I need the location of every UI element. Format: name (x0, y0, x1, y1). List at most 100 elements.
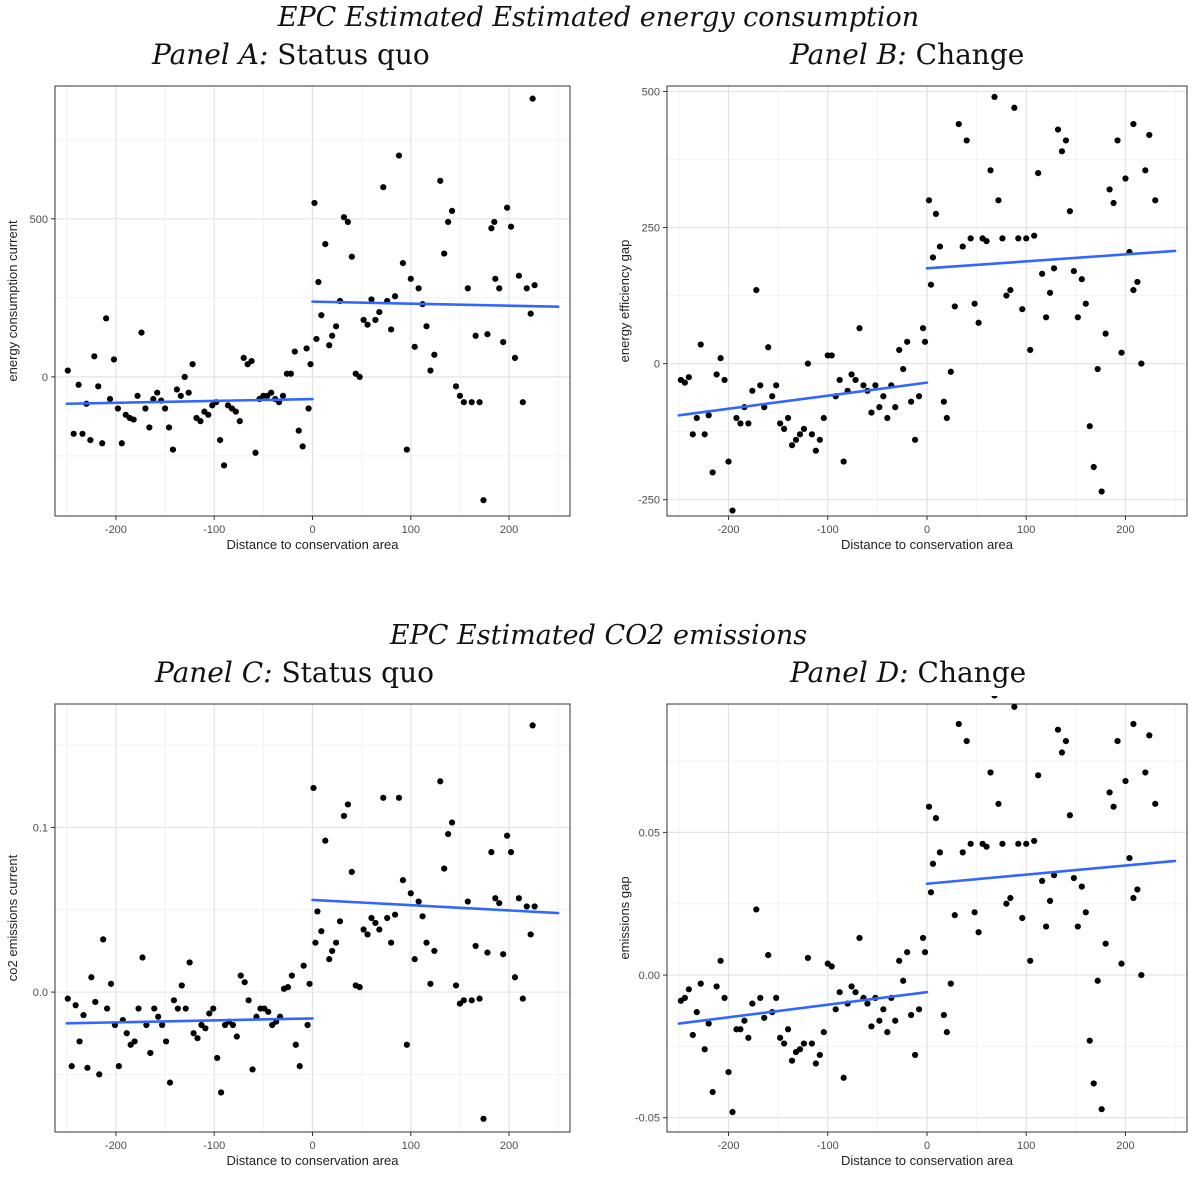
data-point (1102, 330, 1109, 337)
x-tick-label: -200 (105, 524, 127, 536)
data-point (932, 210, 940, 218)
data-point (531, 282, 538, 289)
data-point (915, 393, 923, 400)
data-point (214, 1054, 221, 1062)
data-point (419, 913, 426, 920)
data-point (95, 383, 102, 390)
data-point (1090, 463, 1097, 471)
data-point (143, 1021, 150, 1029)
data-point (391, 911, 399, 918)
data-point (761, 1014, 768, 1021)
data-point (1146, 732, 1153, 739)
data-point (1015, 840, 1022, 847)
data-point (372, 919, 379, 927)
data-point (423, 323, 430, 330)
data-point (529, 95, 536, 102)
data-point (999, 235, 1006, 242)
data-point (932, 815, 940, 822)
data-point (792, 436, 800, 443)
chart-panel-c: -200 -100 0 100 200 0.0 0.1 Distance to conserv… (5, 703, 571, 1168)
data-point (1122, 175, 1129, 182)
data-point (808, 431, 815, 438)
data-point (492, 895, 499, 902)
data-point (217, 1089, 225, 1096)
data-point (784, 1026, 792, 1033)
data-point (1130, 894, 1137, 902)
data-point (314, 908, 321, 915)
data-point (1039, 877, 1046, 885)
data-point (983, 238, 990, 245)
data-point (1110, 199, 1117, 207)
data-point (705, 412, 712, 419)
data-point (721, 376, 728, 384)
y-tick-label: 0.0 (33, 987, 48, 999)
data-point (139, 954, 146, 961)
data-point (991, 93, 998, 100)
data-point (804, 954, 812, 962)
data-point (388, 326, 395, 333)
data-point (701, 1046, 708, 1053)
data-point (929, 860, 937, 867)
data-point (884, 414, 891, 422)
data-point (852, 376, 859, 384)
data-point (265, 1008, 272, 1015)
data-point (1146, 131, 1153, 139)
data-point (1098, 1106, 1105, 1113)
data-point (372, 316, 379, 324)
data-point (800, 1040, 808, 1047)
y-axis-label: energy consumption current (5, 220, 20, 382)
data-point (685, 374, 692, 381)
x-tick-label: -100 (203, 524, 225, 536)
data-point (1011, 104, 1018, 111)
y-axis-label: co2 emissions current (5, 854, 20, 981)
data-point (1130, 287, 1137, 294)
data-point (1046, 289, 1054, 296)
data-point (380, 794, 387, 801)
data-point (166, 1079, 174, 1086)
data-point (880, 393, 887, 400)
data-point (757, 382, 764, 389)
data-point (249, 1066, 256, 1073)
data-point (194, 1035, 201, 1042)
data-point (423, 939, 430, 946)
fit-line (311, 898, 560, 915)
y-axis-label: energy efficiency gap (617, 240, 632, 363)
data-point (1074, 923, 1081, 930)
section-title-co2: EPC Estimated CO2 emissions (389, 620, 808, 651)
data-point (929, 254, 937, 261)
data-point (155, 1013, 162, 1020)
data-point (107, 980, 115, 987)
y-tick-label: 500 (642, 86, 660, 98)
data-point (729, 1108, 736, 1116)
data-point (299, 443, 306, 450)
data-point (872, 382, 879, 389)
data-point (701, 431, 708, 438)
data-point (959, 849, 966, 856)
data-point (1046, 897, 1054, 904)
data-point (114, 405, 122, 412)
data-point (729, 507, 736, 514)
data-point (407, 275, 414, 282)
data-point (908, 398, 915, 405)
data-point (356, 373, 363, 380)
data-point (411, 343, 418, 350)
data-point (733, 414, 740, 422)
data-point (190, 1030, 197, 1037)
panel-a-subtitle: Status quo (277, 38, 430, 71)
data-point (761, 404, 768, 411)
data-point (1074, 314, 1081, 321)
data-point (384, 914, 391, 922)
data-point (987, 769, 994, 776)
data-point (496, 285, 503, 292)
data-point (448, 819, 456, 826)
data-point (142, 405, 149, 412)
panel-b-subtitle: Change (915, 38, 1025, 71)
data-point (1019, 306, 1026, 313)
data-point (399, 877, 407, 884)
data-point (955, 121, 962, 128)
data-point (900, 977, 907, 984)
data-point (527, 931, 534, 938)
data-point (1086, 1037, 1093, 1044)
data-point (500, 951, 507, 958)
grid-lines (667, 86, 1187, 516)
